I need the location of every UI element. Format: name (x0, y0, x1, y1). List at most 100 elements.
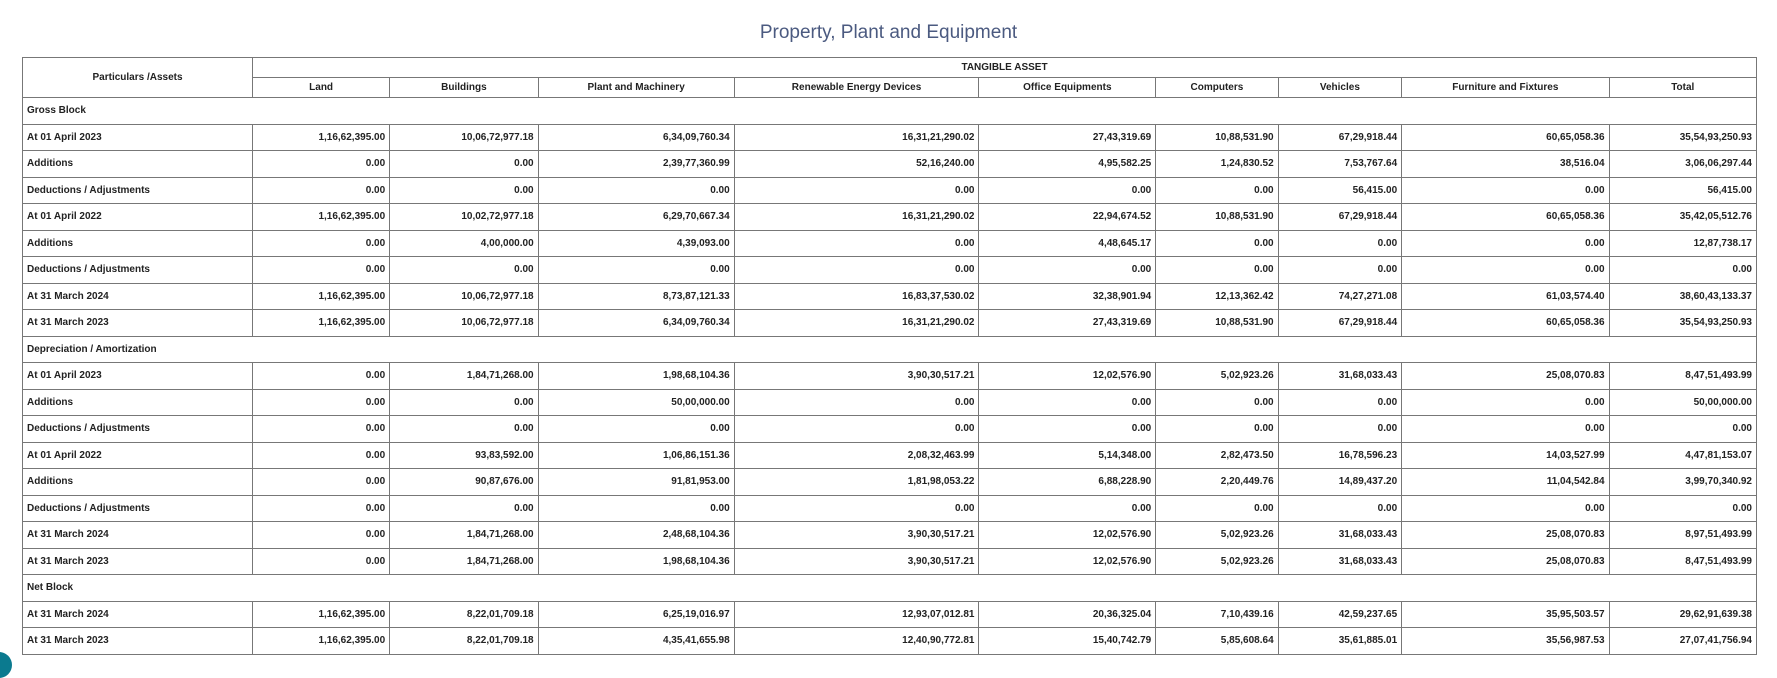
row-label: Additions (21, 468, 254, 496)
amount-cell: 25,08,070.83 (1401, 547, 1610, 575)
amount-cell: 5,02,923.26 (1155, 521, 1279, 549)
amount-cell: 0.00 (1401, 176, 1610, 204)
amount-cell: 6,34,09,760.34 (537, 309, 735, 337)
amount-cell: 0.00 (1608, 494, 1758, 522)
ppe-table: Particulars /Assets TANGIBLE ASSET Land B… (21, 57, 1758, 655)
table-body: Gross Block At 01 April 2023 1,16,62,395.0… (21, 97, 1758, 655)
amount-cell: 16,78,596.23 (1277, 441, 1403, 469)
data-row: Deductions / Adjustments 0.00 0.00 0.00 0.00… (21, 176, 1758, 204)
amount-cell: 1,98,68,104.36 (537, 547, 735, 575)
amount-cell: 10,02,72,977.18 (389, 203, 539, 231)
amount-cell: 1,84,71,268.00 (389, 547, 539, 575)
row-label: Deductions / Adjustments (21, 415, 254, 443)
column-header: Total (1608, 77, 1758, 98)
amount-cell: 0.00 (1155, 494, 1279, 522)
amount-cell: 0.00 (252, 388, 391, 416)
amount-cell: 2,08,32,463.99 (733, 441, 980, 469)
group-header-row: Particulars /Assets TANGIBLE ASSET (21, 57, 1757, 98)
amount-cell: 10,88,531.90 (1155, 309, 1279, 337)
column-header: Computers (1155, 77, 1279, 98)
amount-cell: 0.00 (1401, 415, 1610, 443)
data-row: Additions 0.00 90,87,676.00 91,81,953.00 1,8… (21, 468, 1758, 496)
amount-cell: 0.00 (252, 468, 391, 496)
amount-cell: 12,02,576.90 (978, 362, 1157, 390)
column-header: Renewable Energy Devices (733, 77, 980, 98)
amount-cell: 38,60,43,133.37 (1608, 282, 1758, 310)
amount-cell: 6,25,19,016.97 (537, 600, 735, 628)
amount-cell: 0.00 (389, 415, 539, 443)
amount-cell: 1,16,62,395.00 (252, 627, 391, 655)
amount-cell: 1,84,71,268.00 (389, 362, 539, 390)
amount-cell: 16,31,21,290.02 (733, 309, 980, 337)
amount-cell: 0.00 (1277, 229, 1403, 257)
amount-cell: 60,65,058.36 (1401, 309, 1610, 337)
amount-cell: 31,68,033.43 (1277, 362, 1403, 390)
page-title: Property, Plant and Equipment (759, 22, 1018, 43)
amount-cell: 35,54,93,250.93 (1608, 309, 1758, 337)
amount-cell: 7,10,439.16 (1155, 600, 1279, 628)
row-label: At 31 March 2024 (21, 600, 254, 628)
amount-cell: 8,22,01,709.18 (389, 600, 539, 628)
data-row: At 01 April 2023 1,16,62,395.00 10,06,72,9… (21, 123, 1758, 151)
amount-cell: 0.00 (978, 388, 1157, 416)
amount-cell: 35,56,987.53 (1401, 627, 1610, 655)
amount-cell: 12,93,07,012.81 (733, 600, 980, 628)
amount-cell: 12,87,738.17 (1608, 229, 1758, 257)
amount-cell: 0.00 (733, 415, 980, 443)
amount-cell: 4,00,000.00 (389, 229, 539, 257)
amount-cell: 56,415.00 (1277, 176, 1403, 204)
amount-cell: 0.00 (252, 150, 391, 178)
amount-cell: 5,14,348.00 (978, 441, 1157, 469)
amount-cell: 0.00 (1277, 494, 1403, 522)
amount-cell: 1,84,71,268.00 (389, 521, 539, 549)
amount-cell: 0.00 (1277, 388, 1403, 416)
amount-cell: 32,38,901.94 (978, 282, 1157, 310)
column-header-row: Land Buildings Plant and Machinery Renewabl… (23, 77, 1758, 98)
data-row: At 01 April 2022 1,16,62,395.00 10,02,72,9… (21, 203, 1758, 231)
row-label: At 01 April 2022 (21, 441, 254, 469)
amount-cell: 60,65,058.36 (1401, 123, 1610, 151)
amount-cell: 35,61,885.01 (1277, 627, 1403, 655)
amount-cell: 2,48,68,104.36 (537, 521, 735, 549)
amount-cell: 10,88,531.90 (1155, 203, 1279, 231)
amount-cell: 1,16,62,395.00 (252, 203, 391, 231)
amount-cell: 15,40,742.79 (978, 627, 1157, 655)
amount-cell: 1,81,98,053.22 (733, 468, 980, 496)
data-row: At 31 March 2024 0.00 1,84,71,268.00 2,48,6… (21, 521, 1758, 549)
amount-cell: 8,47,51,493.99 (1608, 362, 1758, 390)
amount-cell: 52,16,240.00 (733, 150, 980, 178)
amount-cell: 61,03,574.40 (1401, 282, 1610, 310)
row-label: At 31 March 2023 (21, 627, 254, 655)
row-label: Deductions / Adjustments (21, 256, 254, 284)
amount-cell: 0.00 (389, 494, 539, 522)
section-row: Depreciation / Amortization (22, 335, 1757, 363)
amount-cell: 7,53,767.64 (1277, 150, 1403, 178)
amount-cell: 27,43,319.69 (978, 123, 1157, 151)
amount-cell: 38,516.04 (1401, 150, 1610, 178)
column-header: Land (252, 77, 391, 98)
column-header: Plant and Machinery (537, 77, 735, 98)
amount-cell: 90,87,676.00 (389, 468, 539, 496)
column-header: Vehicles (1277, 77, 1403, 98)
amount-cell: 12,13,362.42 (1155, 282, 1279, 310)
amount-cell: 35,95,503.57 (1401, 600, 1610, 628)
amount-cell: 0.00 (537, 256, 735, 284)
amount-cell: 0.00 (978, 415, 1157, 443)
amount-cell: 12,02,576.90 (978, 547, 1157, 575)
amount-cell: 14,89,437.20 (1277, 468, 1403, 496)
amount-cell: 0.00 (252, 494, 391, 522)
amount-cell: 3,06,06,297.44 (1608, 150, 1758, 178)
amount-cell: 3,90,30,517.21 (733, 547, 980, 575)
data-row: Additions 0.00 4,00,000.00 4,39,093.00 0.00 4… (21, 229, 1758, 257)
amount-cell: 27,07,41,756.94 (1608, 627, 1758, 655)
amount-cell: 16,31,21,290.02 (733, 203, 980, 231)
amount-cell: 0.00 (733, 229, 980, 257)
amount-cell: 4,47,81,153.07 (1608, 441, 1758, 469)
amount-cell: 0.00 (1401, 388, 1610, 416)
amount-cell: 10,06,72,977.18 (389, 282, 539, 310)
amount-cell: 0.00 (1155, 256, 1279, 284)
amount-cell: 0.00 (1155, 229, 1279, 257)
amount-cell: 0.00 (537, 176, 735, 204)
row-label: At 01 April 2023 (21, 123, 254, 151)
